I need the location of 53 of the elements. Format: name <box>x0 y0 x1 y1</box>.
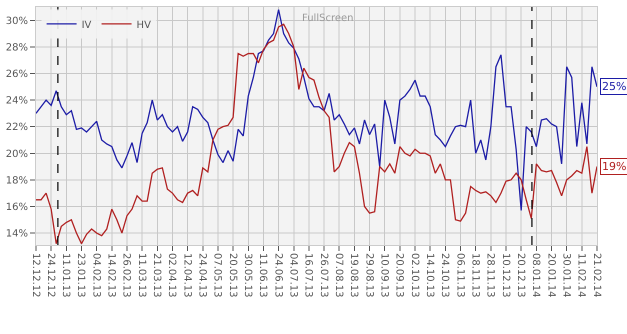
x-tick-label: 11.02.14 <box>576 253 587 298</box>
x-tick-label: 20.01.14 <box>545 253 556 298</box>
x-tick-label: 11.06.13 <box>257 253 268 298</box>
y-tick-label: 30% <box>6 16 28 27</box>
x-tick-label: 20.09.13 <box>394 253 405 298</box>
y-tick-label: 24% <box>6 96 28 107</box>
x-tick-label: 12.04.13 <box>181 253 192 298</box>
x-tick-label: 14.02.13 <box>106 253 117 298</box>
x-tick-label: 21.03.13 <box>151 253 162 298</box>
x-tick-label: 29.08.13 <box>363 253 374 298</box>
data-label: 25% <box>602 80 626 93</box>
x-tick-label: 26.07.13 <box>318 253 329 298</box>
y-tick-label: 28% <box>6 42 28 54</box>
x-tick-label: 07.08.13 <box>332 253 344 298</box>
x-tick-label: 26.02.13 <box>120 253 132 298</box>
y-tick-label: 20% <box>6 148 28 160</box>
x-tick-label: 24.06.13 <box>272 253 284 298</box>
x-tick-label: 23.01.13 <box>75 253 86 298</box>
y-tick-label: 22% <box>6 122 28 134</box>
x-tick-label: 10.12.13 <box>500 253 511 298</box>
y-tick-label: 16% <box>6 202 28 213</box>
x-tick-label: 21.02.14 <box>590 253 602 298</box>
x-tick-label: 20.12.13 <box>514 253 526 298</box>
x-tick-label: 02.10.13 <box>408 253 420 298</box>
x-tick-label: 28.11.13 <box>484 253 496 298</box>
x-tick-label: 24.04.13 <box>196 253 208 298</box>
x-tick-label: 18.11.13 <box>469 253 480 298</box>
data-label: 19% <box>602 160 626 173</box>
x-tick-label: 20.05.13 <box>226 253 238 298</box>
x-tick-label: 04.07.13 <box>288 253 299 298</box>
x-tick-label: 14.10.13 <box>424 253 435 298</box>
x-tick-label: 11.03.13 <box>136 253 147 298</box>
x-tick-label: 04.02.13 <box>90 253 102 298</box>
y-tick-label: 26% <box>6 68 28 80</box>
legend-label: HV <box>136 20 152 31</box>
x-tick-label: 30.01.14 <box>560 253 572 298</box>
annotation: FullScreen <box>302 13 354 24</box>
x-tick-label: 11.01.13 <box>60 253 72 298</box>
x-tick-label: 08.01.14 <box>530 253 542 298</box>
x-tick-label: 16.07.13 <box>302 253 314 298</box>
x-tick-label: 30.05.13 <box>242 253 254 298</box>
x-tick-label: 12.12.12 <box>30 253 41 298</box>
x-tick-label: 24.12.12 <box>44 253 56 298</box>
x-tick-label: 19.08.13 <box>348 253 360 298</box>
line-series <box>36 9 597 212</box>
x-tick-label: 24.10.13 <box>439 253 450 298</box>
y-tick-label: 14% <box>6 228 28 240</box>
x-tick-label: 07.05.13 <box>212 253 223 298</box>
x-tick-label: 02.04.13 <box>166 253 178 298</box>
x-tick-label: 10.09.13 <box>378 253 390 298</box>
legend-label: IV <box>82 20 92 31</box>
y-tick-label: 18% <box>6 175 28 186</box>
x-tick-label: 06.11.13 <box>454 253 466 298</box>
